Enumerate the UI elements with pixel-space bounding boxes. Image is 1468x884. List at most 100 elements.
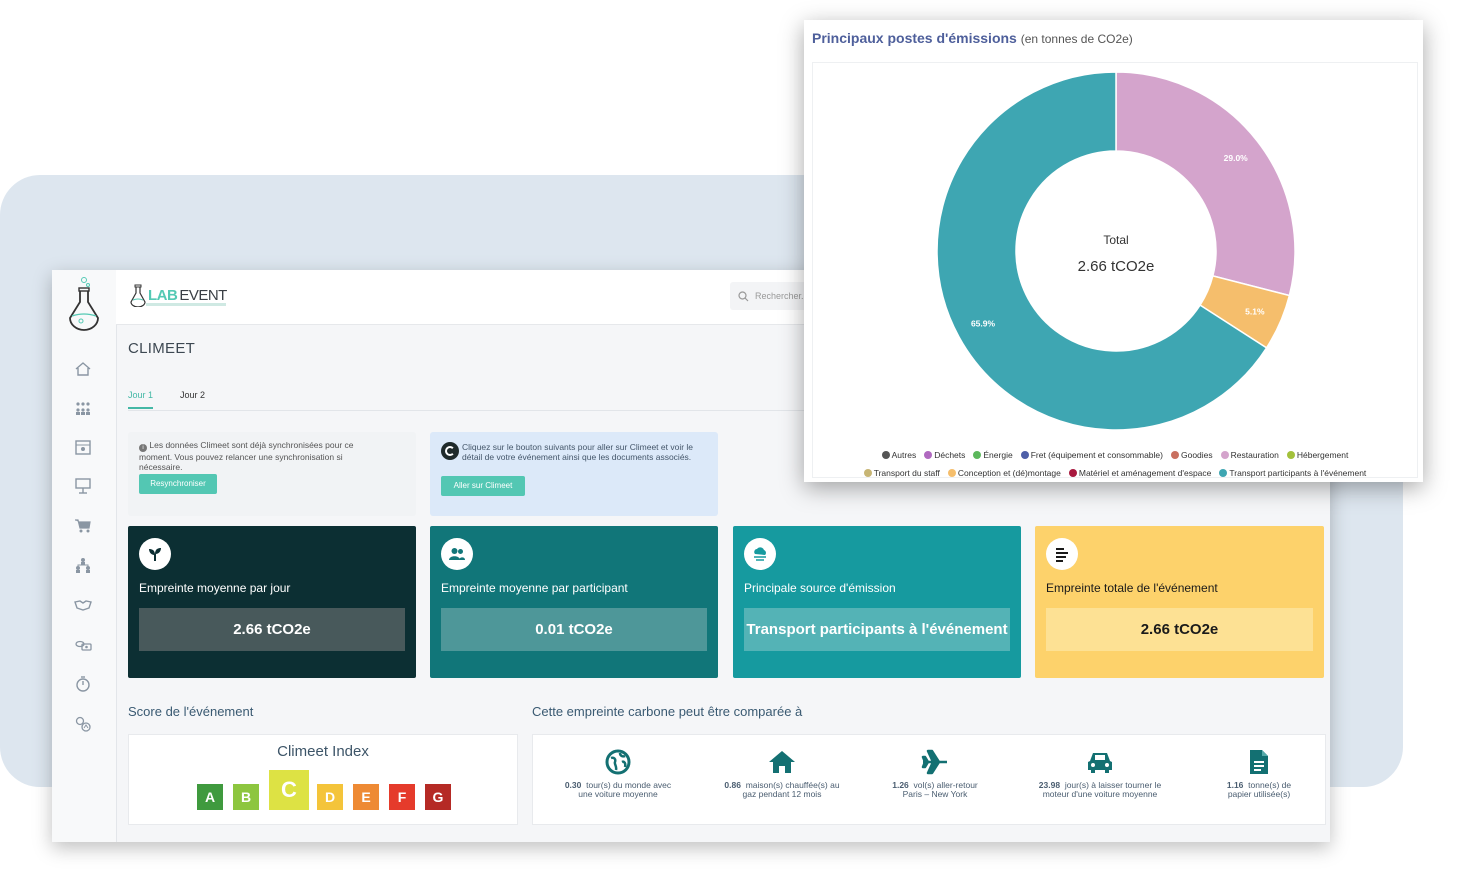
- legend-label: Restauration: [1230, 450, 1279, 460]
- legend-label: Transport du staff: [873, 468, 940, 478]
- donut-slice[interactable]: [1115, 71, 1296, 297]
- comparison-value: 0.86: [724, 780, 741, 790]
- settings-eco-icon[interactable]: [72, 713, 94, 735]
- resync-button[interactable]: Resynchroniser: [139, 474, 217, 494]
- handshake-icon[interactable]: [72, 594, 94, 616]
- card-daily-footprint: Empreinte moyenne par jour 2.66 tCO2e: [128, 526, 416, 678]
- sidebar: [52, 270, 117, 842]
- sync-info-box: i Les données Climeet sont déjà synchron…: [128, 432, 416, 516]
- legend-item[interactable]: Hébergement: [1286, 450, 1348, 460]
- grade-f: F: [389, 784, 415, 810]
- donut-slice[interactable]: [936, 71, 1268, 431]
- card-label: Principale source d'émission: [744, 581, 896, 595]
- chart-subtitle: (en tonnes de CO2e): [1020, 32, 1133, 46]
- card-participant-footprint: Empreinte moyenne par participant 0.01 t…: [430, 526, 718, 678]
- go-to-climeet-button[interactable]: Aller sur Climeet: [441, 476, 525, 496]
- chart-center-label: Total: [1103, 233, 1128, 247]
- comparison-text: papier utilisée(s): [1227, 789, 1291, 799]
- legend-swatch: [1220, 451, 1229, 459]
- comparison-text: Paris – New York: [902, 789, 968, 799]
- chart-title-text: Principaux postes d'émissions: [812, 30, 1017, 46]
- flask-logo-icon[interactable]: [64, 276, 104, 332]
- legend-item[interactable]: Énergie: [973, 450, 1013, 460]
- chart-center-value: 2.66 tCO2e: [1078, 258, 1155, 275]
- grade-e: E: [353, 784, 379, 810]
- legend-item[interactable]: Fret (équipement et consommable): [1020, 450, 1163, 460]
- legend-item[interactable]: Autres: [881, 450, 917, 460]
- legend-swatch: [863, 469, 872, 477]
- flask-icon: [130, 284, 146, 307]
- plane-icon: [855, 747, 1015, 777]
- legend-swatch: [881, 451, 890, 459]
- comparison-value: 1.16: [1226, 780, 1244, 790]
- legend-swatch: [1068, 469, 1077, 477]
- grade-g: G: [425, 784, 451, 810]
- comparison-text: moteur d'une voiture moyenne: [1042, 789, 1158, 799]
- comparison-value: 1.26: [892, 780, 909, 790]
- legend-item[interactable]: Goodies: [1170, 450, 1213, 460]
- grade-c: C: [269, 770, 309, 810]
- climeet-info-box: Cliquez sur le bouton suivants pour alle…: [430, 432, 718, 516]
- comparison-value: 0.30: [564, 780, 582, 790]
- slice-label: 65.9%: [971, 319, 996, 329]
- search-placeholder: Rechercher...: [755, 291, 809, 301]
- legend-label: Matériel et aménagement d'espace: [1078, 468, 1212, 478]
- globe-icon: [538, 747, 698, 777]
- legend-swatch: [924, 451, 933, 459]
- legend-swatch: [947, 469, 956, 477]
- house-icon: [702, 747, 862, 777]
- comparison-text: vol(s) aller-retour: [913, 780, 978, 790]
- comparison-text: maison(s) chauffée(s) au: [745, 780, 840, 790]
- comparison-text: tour(s) du monde avec: [586, 780, 672, 790]
- chart-area: Total 2.66 tCO2e 29.0% 5.1% 65.9% Autres Dé…: [812, 62, 1418, 478]
- home-icon[interactable]: [72, 358, 94, 380]
- emissions-chart-window: Principaux postes d'émissions (en tonnes…: [804, 20, 1423, 482]
- legend-item[interactable]: Conception et (dé)montage: [947, 468, 1061, 478]
- legend-swatch: [1286, 451, 1295, 459]
- people-icon[interactable]: [72, 397, 94, 419]
- comparison-text: tonne(s) de: [1248, 780, 1292, 790]
- card-main-source: Principale source d'émission Transport p…: [733, 526, 1021, 678]
- list-icon: [1046, 538, 1078, 570]
- comparison-text: gaz pendant 12 mois: [742, 789, 822, 799]
- legend-item[interactable]: Matériel et aménagement d'espace: [1068, 468, 1212, 478]
- legend-label: Autres: [891, 450, 917, 460]
- grade-b: B: [233, 784, 259, 810]
- users-icon: [441, 538, 473, 570]
- presentation-icon[interactable]: [72, 475, 94, 497]
- sync-info-text: Les données Climeet sont déjà synchronis…: [139, 440, 354, 472]
- comparison-box: 0.30 tour(s) du monde avec une voiture mo…: [532, 734, 1326, 825]
- hierarchy-icon[interactable]: [72, 555, 94, 577]
- stopwatch-icon[interactable]: [72, 673, 94, 695]
- tab-jour-1[interactable]: Jour 1: [128, 390, 154, 409]
- legend-label: Goodies: [1180, 450, 1213, 460]
- legend-item[interactable]: Transport participants à l'événement: [1219, 468, 1366, 478]
- chart-legend-row-1: Autres Déchets Énergie Fret (équipement et …: [813, 450, 1417, 460]
- grade-d: D: [317, 784, 343, 810]
- legend-item[interactable]: Transport du staff: [863, 468, 940, 478]
- calendar-icon[interactable]: [72, 436, 94, 458]
- legend-swatch: [1219, 469, 1228, 477]
- comparison-item: 1.26 vol(s) aller-retour Paris – New York: [855, 747, 1015, 799]
- card-value: 2.66 tCO2e: [1046, 608, 1313, 651]
- legend-label: Conception et (dé)montage: [957, 468, 1061, 478]
- tab-jour-2[interactable]: Jour 2: [180, 390, 206, 400]
- comparison-item: 1.16 tonne(s) de papier utilisée(s): [1179, 747, 1330, 799]
- comparison-item: 23.98 jour(s) à laisser tourner le moteur…: [1020, 747, 1180, 799]
- slice-label: 5.1%: [1245, 307, 1265, 317]
- car-icon: [1020, 747, 1180, 777]
- score-section-title: Score de l'événement: [128, 704, 254, 719]
- brand-logo[interactable]: LAB EVENT: [130, 283, 227, 307]
- cart-icon[interactable]: [72, 515, 94, 537]
- legend-item[interactable]: Restauration: [1220, 450, 1279, 460]
- legend-label: Transport participants à l'événement: [1229, 468, 1367, 478]
- climeet-logo-icon: [441, 442, 459, 460]
- comparison-text: jour(s) à laisser tourner le: [1064, 780, 1162, 790]
- comparison-value: 23.98: [1038, 780, 1061, 790]
- slice-label: 29.0%: [1224, 153, 1249, 163]
- page-title: CLIMEET: [128, 340, 196, 357]
- money-icon[interactable]: [72, 634, 94, 656]
- donut-chart: Total 2.66 tCO2e 29.0% 5.1% 65.9%: [936, 71, 1296, 431]
- legend-item[interactable]: Déchets: [924, 450, 965, 460]
- sprout-icon: [139, 538, 171, 570]
